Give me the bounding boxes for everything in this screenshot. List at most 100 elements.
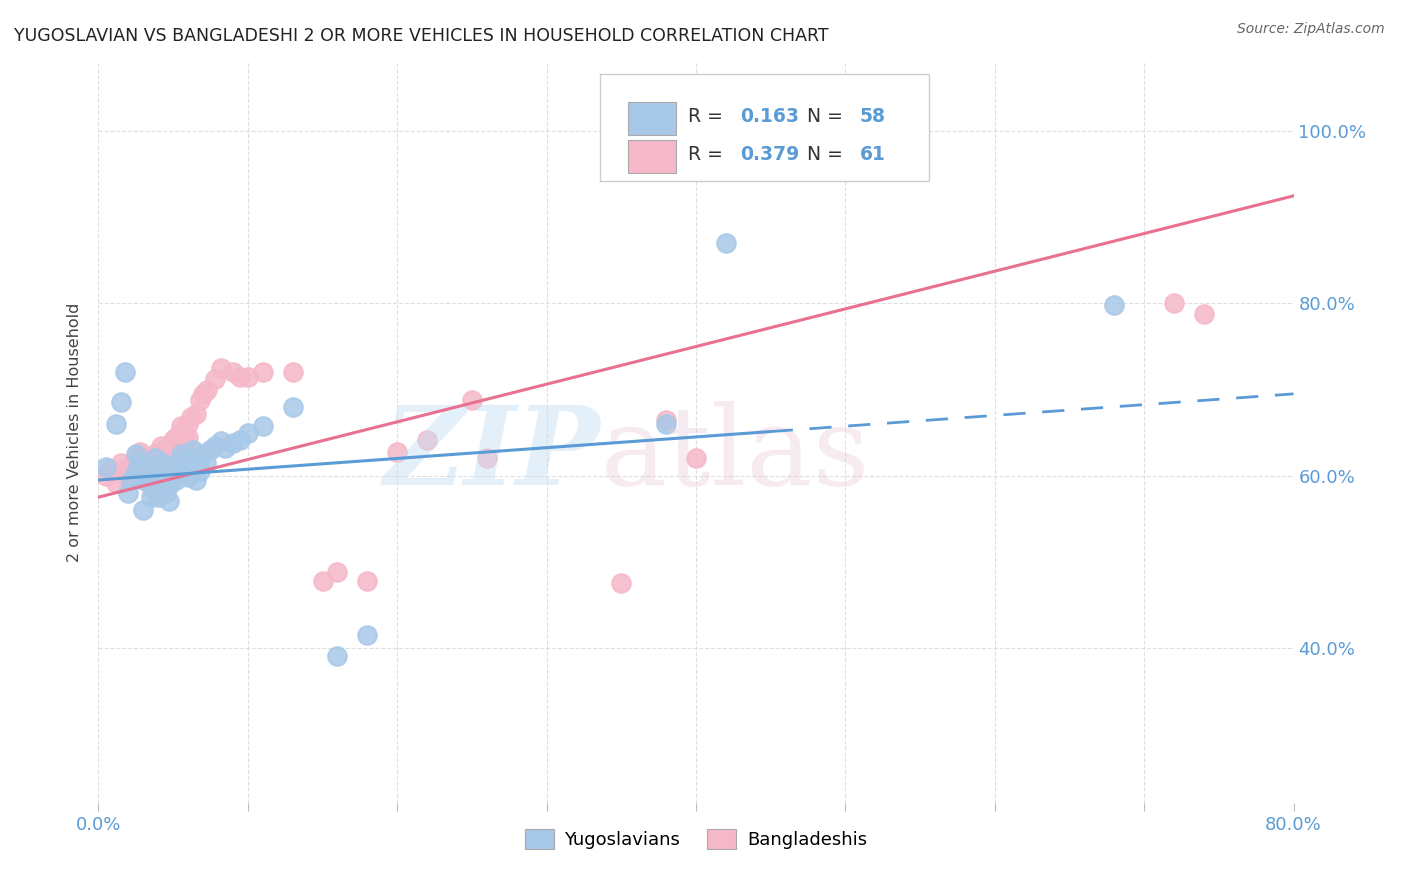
Point [148, 458, 170, 473]
Point [157, 494, 180, 508]
Text: R =: R = [688, 145, 728, 164]
Point [98, 462, 122, 476]
Point [162, 468, 184, 483]
Point [169, 453, 191, 467]
Text: 58: 58 [859, 107, 886, 126]
Point [120, 458, 142, 473]
Point [180, 410, 202, 425]
Point [281, 400, 304, 414]
Point [1192, 307, 1215, 321]
FancyBboxPatch shape [600, 73, 929, 181]
Point [150, 438, 173, 452]
Point [128, 456, 150, 470]
Text: YUGOSLAVIAN VS BANGLADESHI 2 OR MORE VEHICLES IN HOUSEHOLD CORRELATION CHART: YUGOSLAVIAN VS BANGLADESHI 2 OR MORE VEH… [14, 27, 828, 45]
Point [142, 456, 165, 470]
Point [187, 453, 209, 467]
Point [214, 441, 236, 455]
Point [125, 450, 148, 464]
Point [125, 447, 148, 461]
Point [139, 475, 162, 490]
Point [120, 473, 142, 487]
Point [200, 442, 222, 457]
Point [159, 477, 181, 491]
Point [188, 392, 211, 407]
Y-axis label: 2 or more Vehicles in Household: 2 or more Vehicles in Household [67, 303, 83, 562]
Point [177, 450, 200, 464]
Point [155, 453, 177, 467]
Point [610, 576, 633, 591]
Point [110, 395, 132, 409]
Point [143, 451, 166, 466]
Point [148, 482, 170, 496]
Point [326, 649, 349, 664]
Point [204, 438, 226, 452]
Point [129, 468, 152, 483]
Point [125, 464, 148, 478]
FancyBboxPatch shape [628, 140, 676, 173]
Point [162, 433, 184, 447]
Point [1163, 296, 1185, 310]
Point [117, 486, 139, 500]
Point [114, 365, 136, 379]
Point [209, 361, 232, 376]
Point [136, 460, 159, 475]
Text: atlas: atlas [600, 401, 870, 508]
Point [173, 464, 195, 478]
Point [184, 407, 207, 421]
Point [475, 451, 498, 466]
Point [174, 456, 197, 470]
Point [166, 438, 188, 452]
Point [125, 470, 148, 484]
Point [252, 365, 274, 379]
Point [236, 425, 259, 440]
Text: R =: R = [688, 107, 728, 126]
Point [197, 383, 219, 397]
Point [128, 456, 150, 470]
Point [685, 451, 707, 466]
Point [385, 444, 409, 458]
Point [181, 442, 204, 457]
Point [204, 372, 226, 386]
Point [94, 468, 117, 483]
Point [132, 460, 155, 475]
Point [139, 490, 162, 504]
Text: Source: ZipAtlas.com: Source: ZipAtlas.com [1237, 22, 1385, 37]
Point [94, 460, 117, 475]
Point [155, 468, 177, 483]
Point [236, 369, 259, 384]
Point [155, 486, 177, 500]
Point [177, 470, 200, 484]
Point [148, 490, 170, 504]
Point [132, 473, 155, 487]
Point [114, 462, 136, 476]
Point [281, 365, 304, 379]
FancyBboxPatch shape [628, 102, 676, 135]
Point [356, 574, 378, 588]
Point [157, 450, 180, 464]
Point [174, 438, 197, 452]
Point [132, 503, 155, 517]
Point [139, 470, 162, 484]
Text: N =: N = [807, 107, 849, 126]
Point [162, 460, 184, 475]
Point [180, 458, 202, 473]
Point [177, 417, 200, 431]
Point [311, 574, 333, 588]
Point [159, 438, 181, 452]
Point [191, 447, 214, 461]
Point [461, 392, 484, 407]
Point [714, 236, 737, 251]
Point [191, 387, 214, 401]
Point [110, 456, 132, 470]
Point [1104, 298, 1126, 312]
Point [148, 450, 170, 464]
Point [655, 417, 678, 431]
Point [165, 430, 187, 444]
Point [152, 444, 174, 458]
Point [142, 483, 165, 498]
Legend: Yugoslavians, Bangladeshis: Yugoslavians, Bangladeshis [517, 822, 875, 856]
Point [129, 444, 152, 458]
Point [173, 430, 195, 444]
Point [117, 473, 139, 487]
Point [132, 470, 155, 484]
